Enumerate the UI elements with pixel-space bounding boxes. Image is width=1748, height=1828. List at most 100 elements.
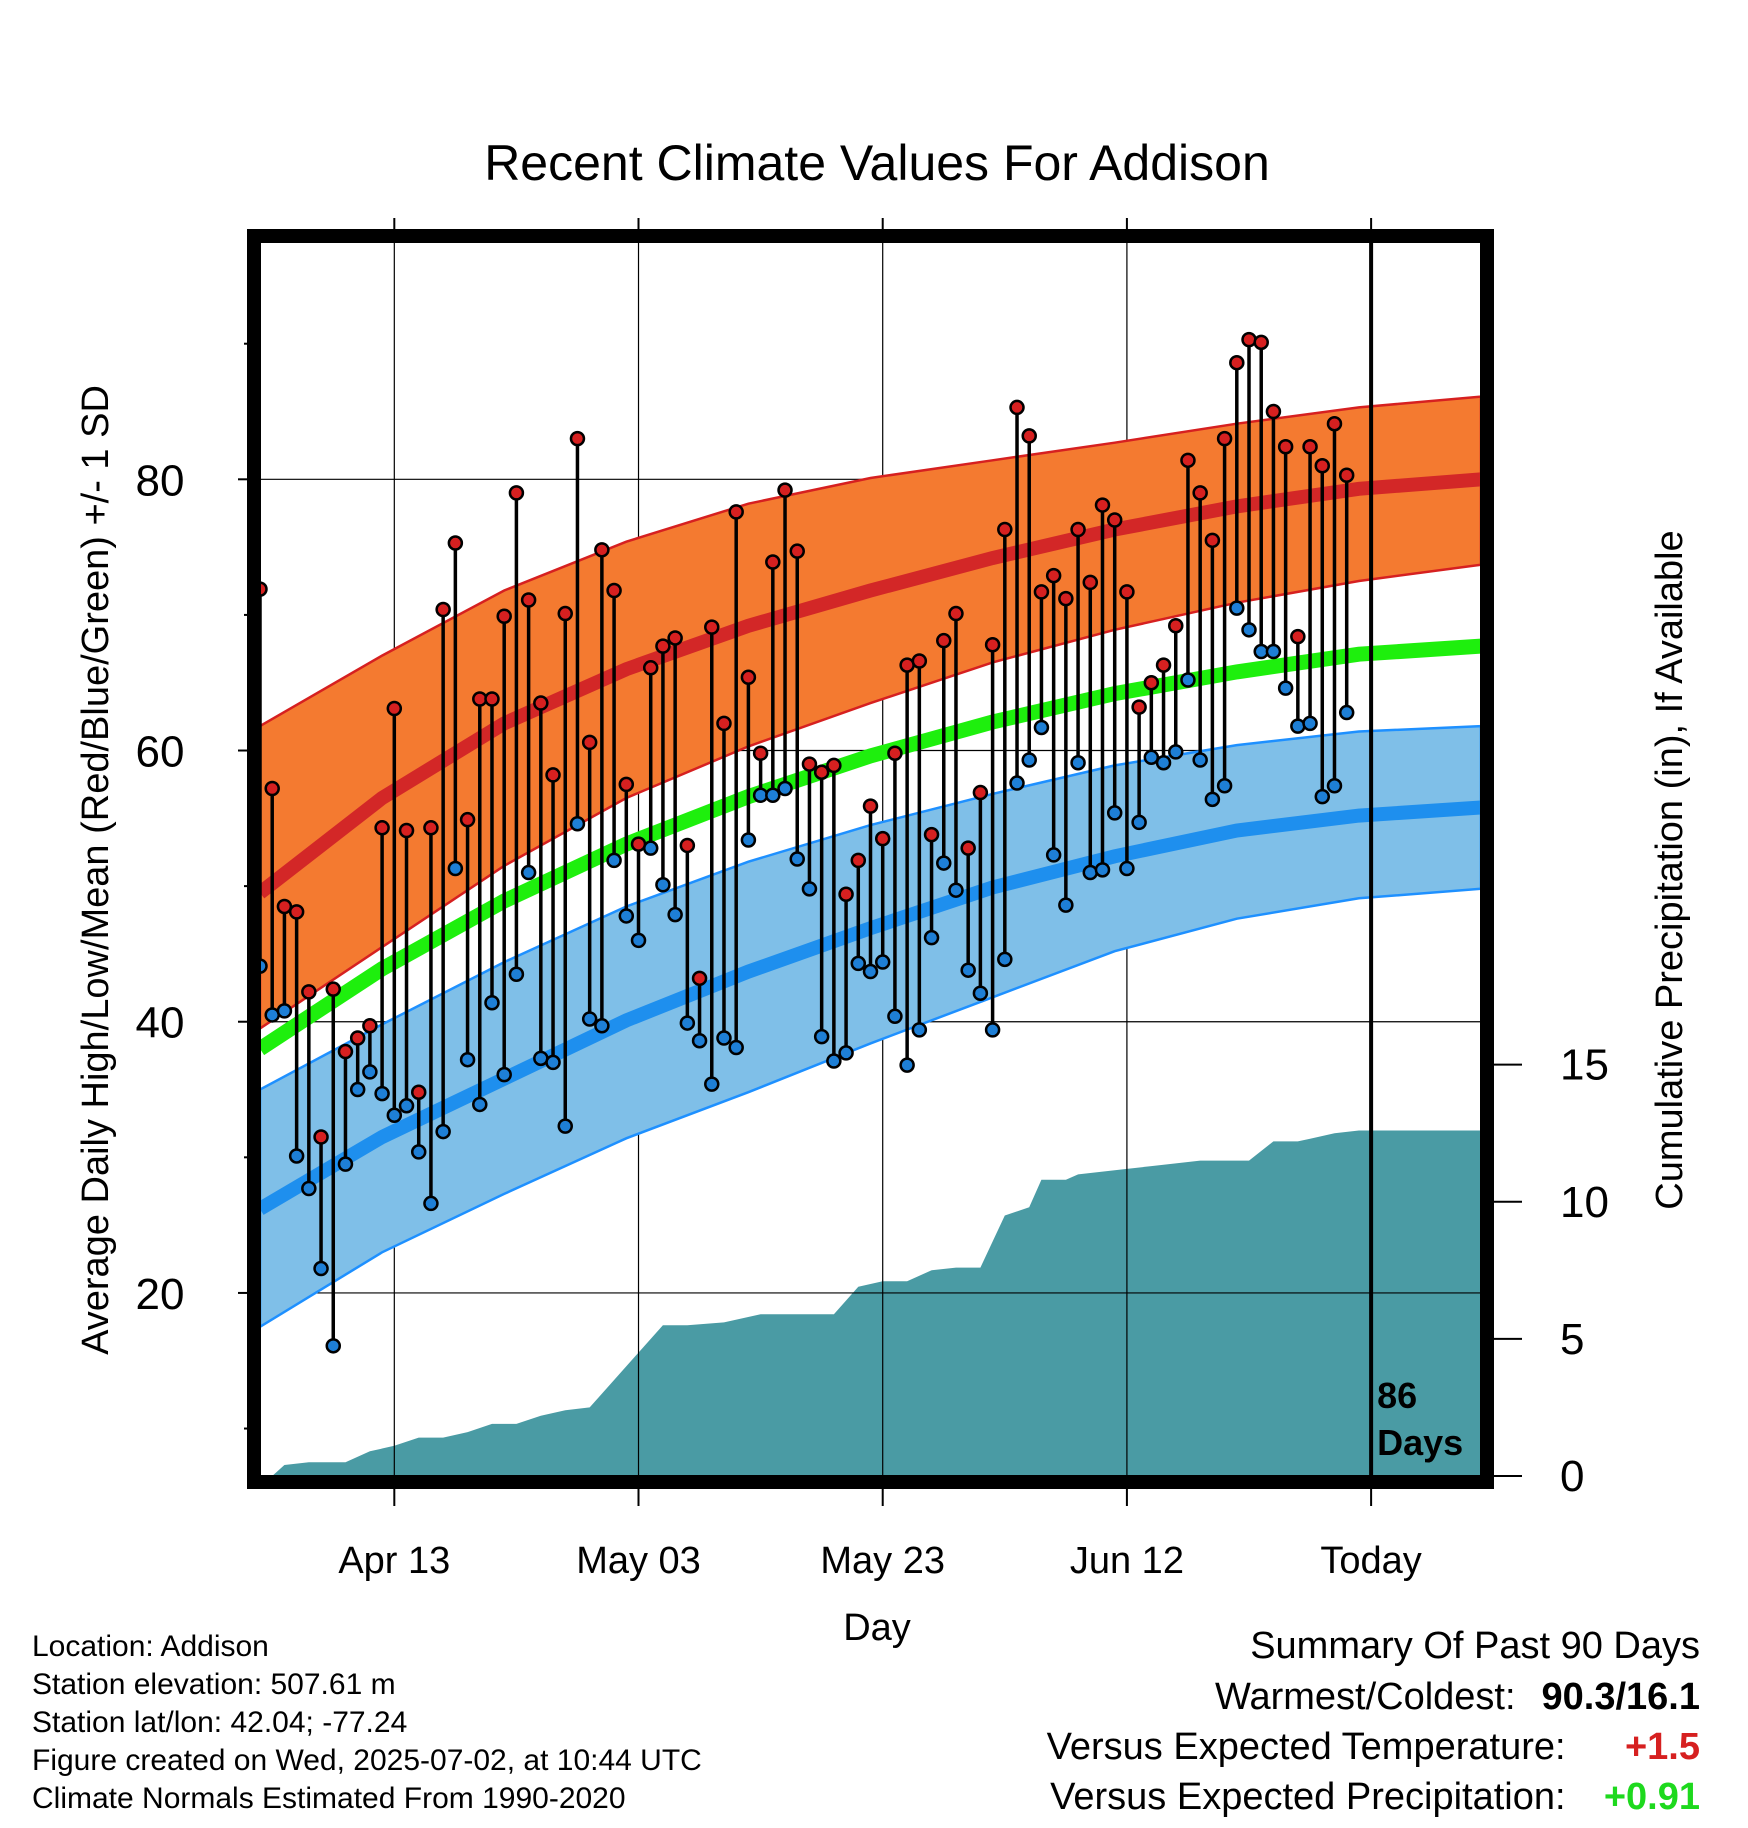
daily-low-point — [630, 932, 647, 949]
daily-low-point — [1082, 864, 1099, 881]
daily-low-point — [362, 1064, 378, 1080]
daily-low-point — [374, 1085, 390, 1102]
daily-high-point — [679, 837, 696, 854]
daily-high-point — [301, 984, 317, 1000]
daily-low-point — [349, 1081, 366, 1098]
daily-low-point — [1314, 788, 1331, 805]
daily-low-point — [472, 1096, 488, 1113]
daily-high-point — [1119, 584, 1135, 600]
today-days-label: Days — [1377, 1422, 1463, 1463]
y2-tick-label: 10 — [1560, 1178, 1609, 1227]
daily-high-point — [1009, 399, 1025, 416]
daily-high-point — [1058, 590, 1074, 607]
daily-low-point — [594, 1018, 610, 1034]
temp-anomaly-value: +1.5 — [1624, 1726, 1700, 1768]
daily-high-point — [728, 504, 744, 520]
plot-frame — [247, 229, 1494, 1489]
y-tick-label: 80 — [136, 456, 185, 505]
daily-high-point — [260, 581, 268, 597]
daily-low-point — [826, 1053, 842, 1069]
daily-low-point — [691, 1032, 708, 1049]
daily-low-point — [410, 1144, 427, 1160]
daily-low-point — [435, 1123, 451, 1140]
daily-high-point — [594, 542, 610, 558]
daily-high-point — [276, 898, 293, 915]
daily-low-point — [887, 1008, 903, 1025]
summary-warmest-row: Warmest/Coldest: 90.3/16.1 — [1215, 1676, 1700, 1719]
y2-tick-label: 0 — [1560, 1452, 1584, 1501]
daily-low-point — [1033, 719, 1050, 736]
y-axis-label: Average Daily High/Low/Mean (Red/Blue/Gr… — [75, 385, 117, 1355]
daily-high-point — [838, 886, 854, 903]
daily-low-point — [459, 1051, 476, 1068]
daily-high-point — [1265, 403, 1282, 420]
daily-high-point — [1106, 512, 1123, 528]
daily-high-point — [862, 798, 879, 814]
daily-high-point — [581, 734, 598, 751]
daily-high-point — [887, 745, 903, 761]
daily-low-point — [1290, 718, 1306, 734]
daily-low-point — [1216, 778, 1233, 794]
daily-high-point — [435, 601, 451, 618]
daily-low-point — [313, 1260, 329, 1277]
daily-high-point — [1021, 428, 1037, 444]
temp-anomaly-label: Versus Expected Temperature: — [1046, 1726, 1566, 1768]
daily-high-point — [923, 826, 940, 843]
daily-high-point — [1143, 674, 1160, 691]
daily-high-point — [1155, 657, 1172, 673]
daily-high-point — [789, 543, 805, 559]
daily-high-point — [386, 700, 403, 717]
x-tick-label: Today — [1320, 1540, 1421, 1582]
daily-low-point — [1265, 643, 1282, 660]
daily-low-point — [960, 962, 976, 978]
daily-high-point — [752, 745, 769, 761]
daily-high-point — [972, 784, 989, 801]
daily-low-point — [1180, 672, 1196, 688]
daily-low-point — [337, 1156, 354, 1172]
daily-low-point — [789, 851, 805, 867]
plot-area: 86 Days — [260, 242, 1481, 1476]
elevation-text: Station elevation: 507.61 m — [32, 1668, 396, 1701]
daily-high-point — [691, 970, 708, 987]
y-tick-label: 40 — [136, 999, 185, 1048]
daily-high-point — [1216, 430, 1233, 447]
daily-high-point — [496, 608, 512, 625]
daily-high-point — [740, 669, 757, 686]
daily-low-point — [288, 1148, 305, 1164]
daily-high-point — [484, 691, 500, 707]
daily-high-point — [997, 521, 1013, 538]
y2-tick-label: 15 — [1560, 1041, 1609, 1090]
daily-low-point — [1119, 860, 1135, 877]
daily-high-point — [325, 981, 342, 997]
daily-high-point — [508, 485, 525, 501]
daily-low-point — [557, 1118, 573, 1134]
latlon-text: Station lat/lon: 42.04; -77.24 — [32, 1706, 408, 1739]
daily-low-point — [1094, 862, 1111, 878]
daily-low-point — [618, 908, 635, 924]
daily-high-point — [1192, 485, 1208, 501]
daily-low-point — [704, 1076, 720, 1092]
daily-low-point — [667, 906, 683, 923]
daily-low-point — [850, 955, 867, 972]
daily-high-point — [533, 695, 549, 711]
daily-low-point — [838, 1045, 854, 1061]
daily-low-point — [728, 1039, 744, 1056]
y2-tick-label: 5 — [1560, 1315, 1584, 1364]
daily-low-point — [1131, 814, 1147, 831]
daily-low-point — [1143, 749, 1160, 766]
chart-title: Recent Climate Values For Addison — [484, 135, 1270, 191]
precip-anomaly-label: Versus Expected Precipitation: — [1050, 1776, 1566, 1818]
daily-high-point — [398, 822, 415, 839]
daily-low-point — [447, 860, 464, 877]
daily-high-point — [1033, 584, 1050, 600]
daily-high-point — [1338, 467, 1355, 483]
daily-low-point — [606, 852, 622, 869]
daily-low-point — [581, 1011, 598, 1027]
daily-high-point — [288, 904, 305, 920]
normal-high-band — [260, 395, 1481, 1031]
daily-low-point — [1045, 847, 1062, 863]
daily-high-point — [520, 592, 537, 608]
daily-high-point — [1204, 532, 1221, 549]
daily-high-point — [1045, 567, 1062, 584]
daily-high-point — [1277, 439, 1294, 455]
